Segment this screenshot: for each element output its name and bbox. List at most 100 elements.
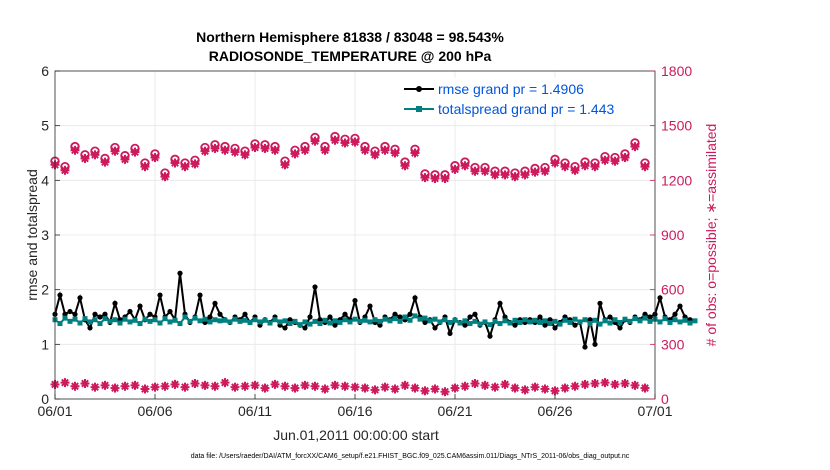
spread-point-4 xyxy=(72,316,78,322)
spread-point-95 xyxy=(527,319,533,325)
spread-point-76 xyxy=(432,316,438,322)
y-tick-label-0: 0 xyxy=(41,391,49,407)
spread-point-65 xyxy=(377,318,383,324)
obs-assimilated-point-4-9 xyxy=(140,384,150,394)
spread-point-100 xyxy=(552,318,558,324)
spread-point-52 xyxy=(312,318,318,324)
spread-point-79 xyxy=(447,319,453,325)
rmse-point-10 xyxy=(102,311,108,317)
obs-assimilated-point-3-56 xyxy=(610,156,620,166)
spread-point-24 xyxy=(172,317,178,323)
obs-assimilated-point-4-47 xyxy=(520,385,530,395)
rmse-point-90 xyxy=(502,314,508,320)
x-tick-label-6: 07/01 xyxy=(637,403,672,419)
spread-point-22 xyxy=(162,316,168,322)
spread-point-28 xyxy=(192,315,198,321)
rmse-point-71 xyxy=(407,311,413,317)
spread-point-56 xyxy=(332,318,338,324)
obs-assimilated-point-3-23 xyxy=(280,160,290,170)
rmse-point-76 xyxy=(432,325,438,331)
obs-assimilated-point-4-4 xyxy=(90,382,100,392)
rmse-point-113 xyxy=(617,325,623,331)
spread-point-84 xyxy=(472,318,478,324)
obs-assimilated-point-4-46 xyxy=(510,383,520,393)
x-tick-label-0: 06/01 xyxy=(37,403,72,419)
spread-point-70 xyxy=(402,314,408,320)
spread-point-61 xyxy=(357,318,363,324)
rmse-point-84 xyxy=(472,311,478,317)
spread-point-116 xyxy=(632,316,638,322)
spread-point-12 xyxy=(112,317,118,323)
spread-point-16 xyxy=(132,317,138,323)
obs-assimilated-point-4-41 xyxy=(460,381,470,391)
rmse-point-83 xyxy=(467,314,473,320)
rmse-point-124 xyxy=(672,311,678,317)
spread-point-54 xyxy=(322,317,328,323)
obs-assimilated-point-3-47 xyxy=(520,170,530,180)
spread-point-59 xyxy=(347,319,353,325)
spread-point-44 xyxy=(272,317,278,323)
rmse-point-79 xyxy=(447,330,453,336)
spread-point-117 xyxy=(637,318,643,324)
obs-assimilated-point-3-13 xyxy=(180,162,190,172)
obs-assimilated-point-3-15 xyxy=(200,146,210,156)
obs-assimilated-point-4-53 xyxy=(580,379,590,389)
spread-point-9 xyxy=(97,321,103,327)
rmse-point-17 xyxy=(137,303,143,309)
obs-assimilated-point-3-57 xyxy=(620,153,630,163)
spread-point-30 xyxy=(202,316,208,322)
spread-point-114 xyxy=(622,316,628,322)
rmse-point-119 xyxy=(647,314,653,320)
obs-assimilated-point-3-59 xyxy=(640,162,650,172)
spread-point-122 xyxy=(662,316,668,322)
obs-assimilated-point-4-17 xyxy=(220,378,230,388)
x-tick-label-3: 06/16 xyxy=(337,403,372,419)
obs-assimilated-point-3-48 xyxy=(530,167,540,177)
rmse-point-50 xyxy=(302,325,308,331)
spread-point-73 xyxy=(417,316,423,322)
spread-point-41 xyxy=(257,319,263,325)
rmse-point-107 xyxy=(587,317,593,323)
spread-point-51 xyxy=(307,321,313,327)
obs-assimilated-point-3-35 xyxy=(400,161,410,171)
y2-tick-label-0: 0 xyxy=(661,391,669,407)
obs-assimilated-point-3-6 xyxy=(110,146,120,156)
obs-assimilated-point-4-33 xyxy=(380,382,390,392)
spread-point-124 xyxy=(672,317,678,323)
rmse-point-63 xyxy=(367,303,373,309)
spread-point-34 xyxy=(222,317,228,323)
obs-assimilated-point-4-37 xyxy=(420,386,430,396)
obs-assimilated-point-4-23 xyxy=(280,381,290,391)
obs-assimilated-point-4-30 xyxy=(350,382,360,392)
spread-point-83 xyxy=(467,321,473,327)
spread-point-62 xyxy=(362,317,368,323)
obs-assimilated-point-3-10 xyxy=(150,153,160,163)
rmse-point-19 xyxy=(147,311,153,317)
spread-point-97 xyxy=(537,319,543,325)
obs-assimilated-point-3-37 xyxy=(420,173,430,183)
obs-assimilated-point-4-16 xyxy=(210,381,220,391)
obs-assimilated-point-3-34 xyxy=(390,148,400,158)
spread-point-68 xyxy=(392,316,398,322)
series-layer xyxy=(50,131,698,397)
spread-point-29 xyxy=(197,318,203,324)
x-tick-label-5: 06/26 xyxy=(537,403,572,419)
spread-point-108 xyxy=(592,317,598,323)
obs-assimilated-point-4-15 xyxy=(200,380,210,390)
spread-point-35 xyxy=(227,319,233,325)
obs-assimilated-point-4-26 xyxy=(310,381,320,391)
spread-point-104 xyxy=(572,316,578,322)
spread-point-19 xyxy=(147,318,153,324)
obs-assimilated-point-4-49 xyxy=(540,384,550,394)
rmse-point-89 xyxy=(497,300,503,306)
obs-assimilated-point-3-20 xyxy=(250,143,260,153)
spread-point-45 xyxy=(277,319,283,325)
chart-subtitle: RADIOSONDE_TEMPERATURE @ 200 hPa xyxy=(209,48,492,64)
series-1 xyxy=(52,313,698,328)
spread-point-112 xyxy=(612,317,618,323)
rmse-point-25 xyxy=(177,270,183,276)
spread-point-6 xyxy=(82,316,88,322)
obs-assimilated-point-4-28 xyxy=(330,380,340,390)
obs-assimilated-point-3-8 xyxy=(130,147,140,157)
spread-point-47 xyxy=(287,321,293,327)
